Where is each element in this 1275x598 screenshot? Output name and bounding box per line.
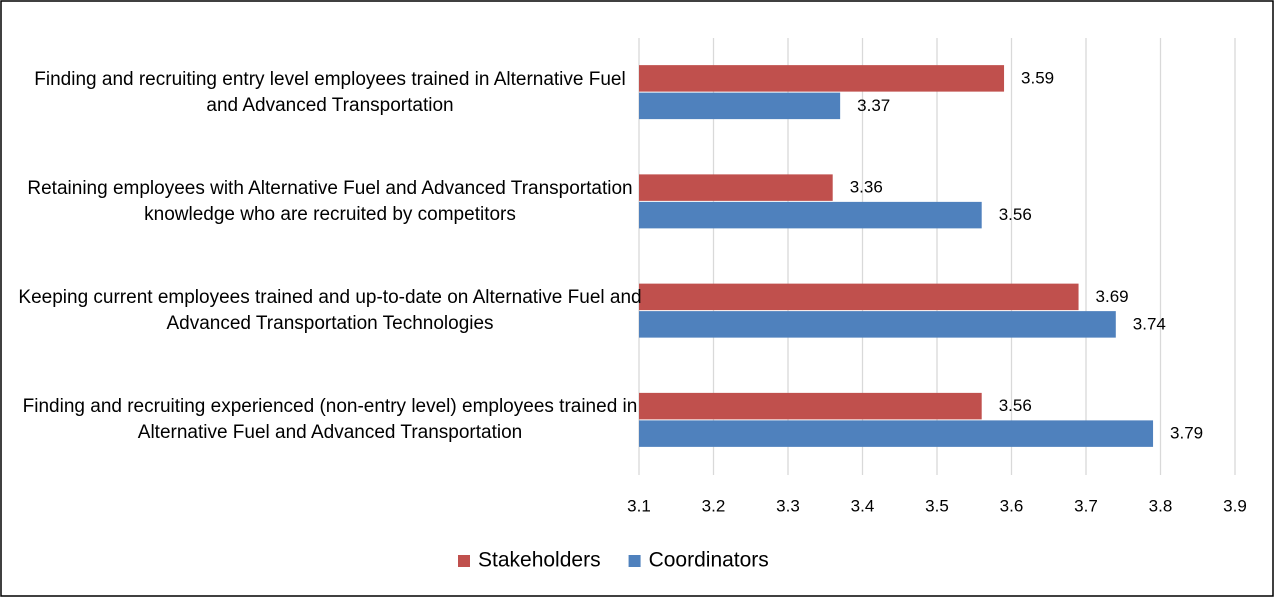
- legend-label: Stakeholders: [478, 549, 601, 572]
- x-tick-label: 3.7: [1074, 496, 1098, 515]
- data-label: 3.56: [999, 396, 1032, 415]
- bar: [639, 283, 1079, 311]
- bar: [639, 201, 982, 229]
- bar: [639, 392, 982, 420]
- x-tick-label: 3.1: [627, 496, 651, 515]
- x-tick-label: 3.2: [702, 496, 726, 515]
- bar: [639, 174, 833, 201]
- bar: [639, 420, 1154, 447]
- x-tick-label: 3.8: [1149, 496, 1173, 515]
- data-label: 3.36: [850, 178, 883, 197]
- x-tick-label: 3.3: [776, 496, 800, 515]
- y-tick-label: Finding and recruiting experienced (non-…: [22, 396, 638, 444]
- y-tick-label: Retaining employees with Alternative Fue…: [27, 177, 633, 225]
- legend-swatch: [458, 555, 470, 567]
- y-tick-label: Finding and recruiting entry level emplo…: [34, 68, 626, 116]
- data-label: 3.37: [857, 96, 890, 115]
- legend-label: Coordinators: [649, 549, 769, 572]
- data-label: 3.79: [1170, 424, 1203, 443]
- bar: [639, 65, 1005, 92]
- legend-swatch: [628, 555, 641, 567]
- y-tick-label: Keeping current employees trained and up…: [18, 287, 642, 335]
- x-tick-label: 3.9: [1223, 496, 1247, 515]
- bar: [639, 92, 841, 120]
- bar: [639, 311, 1116, 338]
- x-tick-label: 3.6: [1000, 496, 1024, 515]
- data-label: 3.56: [999, 205, 1032, 224]
- data-label: 3.69: [1096, 287, 1129, 306]
- data-label: 3.59: [1021, 68, 1054, 87]
- x-tick-label: 3.4: [851, 496, 875, 515]
- data-label: 3.74: [1133, 314, 1166, 333]
- x-tick-label: 3.5: [925, 496, 949, 515]
